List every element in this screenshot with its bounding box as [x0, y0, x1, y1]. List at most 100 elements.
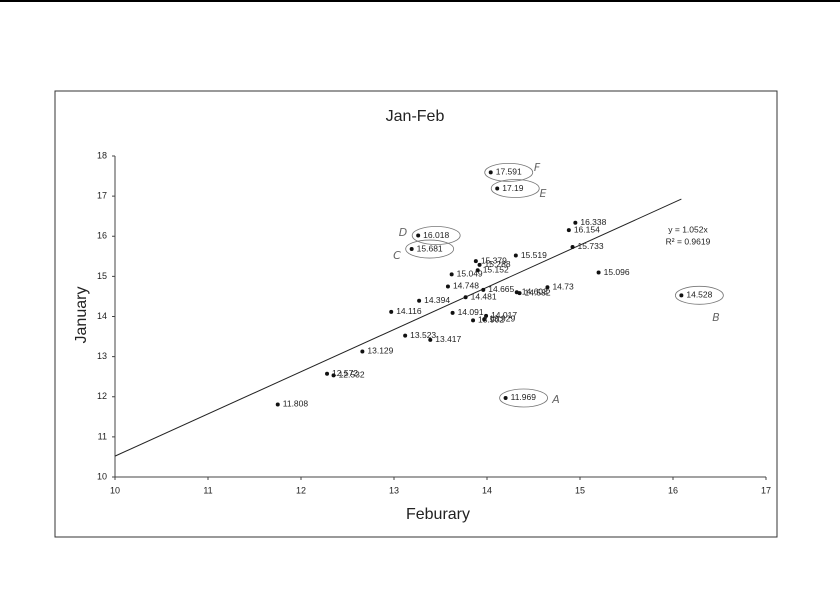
point [495, 186, 500, 191]
y-tick-label: 12 [97, 391, 107, 401]
point [449, 272, 454, 277]
point-label: 17.19 [502, 183, 524, 193]
hand-circle [490, 179, 540, 198]
y-tick-label: 18 [97, 150, 107, 160]
point [570, 244, 575, 249]
point [325, 371, 330, 376]
handwritten-note: D [399, 226, 407, 239]
point [573, 220, 578, 225]
point-label: 15.733 [578, 241, 604, 251]
y-tick-label: 14 [97, 311, 107, 321]
hand-circle [674, 285, 724, 305]
point-label: 16.154 [574, 224, 600, 234]
chart-frame [54, 90, 778, 538]
point [488, 170, 493, 175]
point-label: 14.73 [552, 281, 574, 291]
hand-circle [484, 163, 534, 182]
point [481, 287, 486, 292]
point [450, 310, 455, 315]
point-label: 14.017 [491, 310, 517, 320]
point-label: 14.394 [424, 295, 450, 305]
y-tick-label: 17 [97, 191, 107, 201]
point [417, 298, 422, 303]
point-label: 13.417 [435, 334, 461, 344]
x-tick-label: 14 [482, 485, 492, 495]
hand-circle [499, 388, 548, 408]
point [679, 293, 684, 298]
point [517, 291, 522, 296]
point-label: 17.591 [496, 167, 522, 177]
point [596, 270, 601, 275]
y-tick-label: 11 [98, 431, 107, 441]
trend-equation: y = 1.052x [668, 224, 708, 234]
point [473, 259, 478, 264]
y-tick-label: 15 [97, 271, 107, 281]
handwritten-note: A [551, 393, 560, 406]
point [403, 333, 408, 338]
x-tick-label: 10 [110, 485, 120, 495]
point-label: 12.572 [332, 368, 358, 378]
point [484, 313, 489, 318]
point [389, 309, 394, 314]
x-tick-label: 15 [575, 485, 585, 495]
point-label: 14.116 [396, 306, 422, 316]
point-label: 15.519 [521, 250, 547, 260]
point [503, 395, 508, 400]
point-label: 15.681 [417, 243, 443, 253]
hand-circle [405, 239, 455, 259]
y-tick-label: 13 [97, 351, 107, 361]
point [445, 284, 450, 289]
x-tick-label: 12 [296, 485, 306, 495]
point [331, 373, 336, 378]
point [409, 247, 414, 252]
x-tick-label: 16 [668, 485, 678, 495]
point-label: 15.379 [481, 255, 507, 265]
point-label: 12.532 [339, 370, 365, 380]
point-label: 15.152 [483, 265, 509, 275]
x-tick-label: 17 [761, 485, 771, 495]
trend-r2: R² = 0.9619 [666, 236, 711, 246]
point [428, 337, 433, 342]
point-label: 14.603 [522, 287, 548, 297]
point-label: 15.096 [604, 267, 630, 277]
point-label: 14.528 [686, 290, 712, 300]
handwritten-note: E [540, 187, 547, 200]
point [360, 349, 365, 354]
point-label: 14.481 [471, 291, 497, 301]
y-tick-label: 16 [97, 231, 107, 241]
point [471, 318, 476, 323]
point-label: 11.808 [283, 399, 309, 409]
y-tick-label: 10 [97, 471, 107, 481]
point [482, 317, 487, 322]
point-label: 14.582 [525, 287, 551, 297]
point-label: 13.902 [478, 315, 504, 325]
point-label: 16.338 [580, 217, 606, 227]
hand-circle [411, 226, 461, 245]
point-label: 15.288 [485, 259, 511, 269]
x-axis-label: Feburary [406, 506, 470, 523]
point-label: 14.665 [488, 284, 514, 294]
handwritten-note: F [534, 161, 541, 174]
handwritten-note: C [393, 249, 401, 262]
point-label: 11.969 [511, 392, 537, 402]
handwritten-note: B [712, 311, 720, 324]
point-label: 13.929 [489, 314, 515, 324]
y-axis-label: January [73, 287, 90, 344]
x-tick-label: 13 [389, 485, 399, 495]
point [475, 268, 480, 273]
x-tick-label: 11 [203, 485, 212, 495]
point [416, 233, 421, 238]
chart-title: Jan-Feb [386, 108, 445, 125]
point-label: 14.091 [458, 307, 484, 317]
point [463, 295, 468, 300]
point [513, 253, 518, 258]
point-label: 14.748 [453, 281, 479, 291]
point-label: 15.049 [457, 269, 483, 279]
trendline [114, 198, 682, 457]
point [275, 402, 280, 407]
point-label: 13.523 [410, 330, 436, 340]
point-label: 16.018 [423, 230, 449, 240]
point [545, 285, 550, 290]
